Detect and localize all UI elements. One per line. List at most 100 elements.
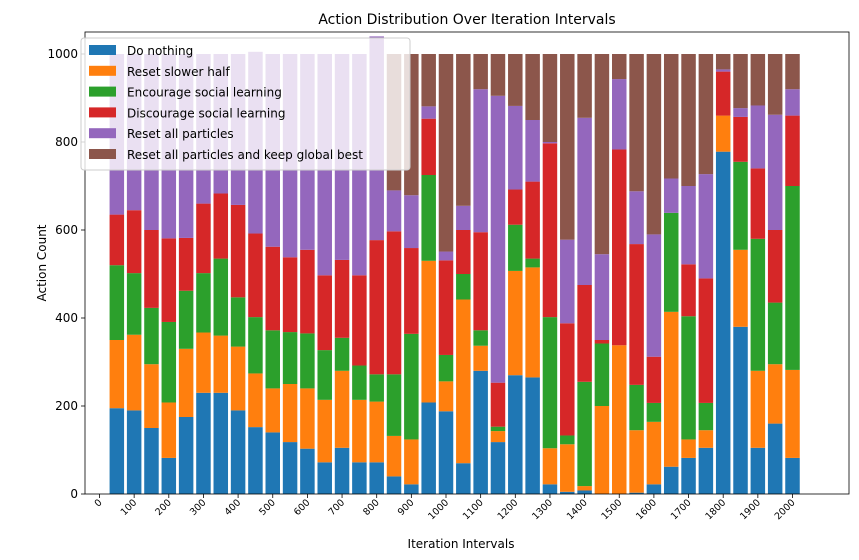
bar-segment [715, 69, 731, 72]
bar-segment [161, 402, 177, 458]
bar-segment [646, 234, 662, 357]
legend-swatch [89, 45, 116, 55]
bar-segment [473, 89, 488, 233]
plot-frame [84, 31, 850, 495]
bar-segment [663, 178, 679, 213]
bar-segment [404, 195, 419, 249]
bar-segment [767, 230, 783, 303]
bar-segment [560, 444, 575, 492]
bar-segment [161, 238, 177, 322]
bar-segment [438, 260, 454, 355]
x-tick-label: 1800 [703, 497, 728, 522]
bar-segment [560, 323, 575, 436]
x-tick-label: 1200 [496, 497, 521, 522]
bar-segment [473, 330, 488, 346]
bar-segment [715, 115, 731, 152]
legend-swatch [89, 107, 116, 118]
bar-segment [612, 54, 627, 80]
bar-segment [386, 374, 402, 436]
bar-segment [386, 231, 402, 375]
bar-segment [785, 89, 800, 116]
bar-segment [733, 161, 748, 250]
bar-segment [109, 408, 125, 494]
bar-segment [681, 264, 696, 317]
bar-segment [508, 54, 523, 106]
bar-segment [144, 230, 159, 308]
bar-segment [750, 238, 766, 371]
bar-segment [542, 142, 558, 144]
bar-segment [715, 54, 731, 70]
x-tick-label: 800 [361, 497, 382, 518]
bar-segment [300, 388, 315, 449]
y-tick-label: 600 [55, 223, 78, 237]
bar-segment [629, 492, 644, 494]
bar-segment [508, 270, 523, 376]
bar-segment [698, 402, 714, 431]
x-tick-label: 1500 [599, 497, 624, 522]
bar-segment [369, 240, 384, 375]
bar-segment [542, 484, 558, 494]
x-tick-label: 0 [93, 497, 105, 509]
bar-segment [126, 210, 142, 274]
bar-segment [733, 249, 748, 327]
bar-segment [577, 285, 592, 382]
bar-segment [109, 340, 125, 409]
bar-segment [230, 346, 246, 411]
bar-segment [785, 186, 800, 370]
y-axis-label: Action Count [35, 224, 49, 301]
x-tick-label: 1300 [530, 497, 555, 522]
bar-segment [178, 348, 194, 417]
bar-segment [317, 462, 332, 494]
legend-label: Reset all particles [127, 127, 234, 141]
bar-segment [213, 193, 229, 259]
bar-segment [525, 258, 540, 268]
bar-segment [334, 259, 350, 338]
bar-segment [767, 114, 783, 230]
bar-segment [178, 417, 194, 494]
bar-segment [629, 54, 644, 192]
bar-segment [681, 316, 696, 440]
bar-segment [508, 189, 523, 225]
bar-segment [629, 244, 644, 385]
bar-segment [317, 275, 332, 351]
bar-segment [750, 54, 766, 106]
bar-segment [473, 345, 488, 371]
bar-segment [404, 333, 419, 440]
bar-segment [663, 311, 679, 467]
x-tick-label: 400 [223, 497, 244, 518]
bar-segment [144, 428, 159, 494]
bar-segment [560, 435, 575, 445]
bar-segment [663, 212, 679, 312]
bar-segment [438, 354, 454, 382]
bar-segment [421, 118, 436, 175]
bar-segment [300, 333, 315, 389]
bar-segment [404, 439, 419, 485]
bar-segment [248, 317, 263, 374]
legend-swatch [89, 86, 116, 97]
bar-segment [525, 120, 540, 182]
x-tick-label: 900 [396, 497, 417, 518]
bar-segment [248, 233, 263, 318]
bar-segment [525, 267, 540, 378]
bar-segment [663, 54, 679, 179]
bar-segment [438, 54, 454, 252]
bar-segment [161, 321, 177, 403]
bar-segment [767, 302, 783, 365]
bar-segment [196, 203, 211, 274]
bar-segment [178, 237, 194, 291]
chart-title: Action Distribution Over Iteration Inter… [318, 12, 615, 28]
bar-segment [508, 105, 523, 190]
bar-segment [542, 317, 558, 449]
bar-segment [109, 265, 125, 340]
x-axis-label: Iteration Intervals [408, 537, 515, 551]
bar-segment [594, 54, 610, 255]
bar-segment [421, 260, 436, 403]
bar-segment [490, 431, 506, 443]
bar-segment [248, 373, 263, 428]
bar-segment [456, 463, 471, 494]
bar-segment [438, 251, 454, 261]
bar-segment [300, 249, 315, 334]
bar-segment [577, 490, 592, 494]
bar-segment [265, 432, 280, 494]
bar-segment [750, 168, 766, 239]
